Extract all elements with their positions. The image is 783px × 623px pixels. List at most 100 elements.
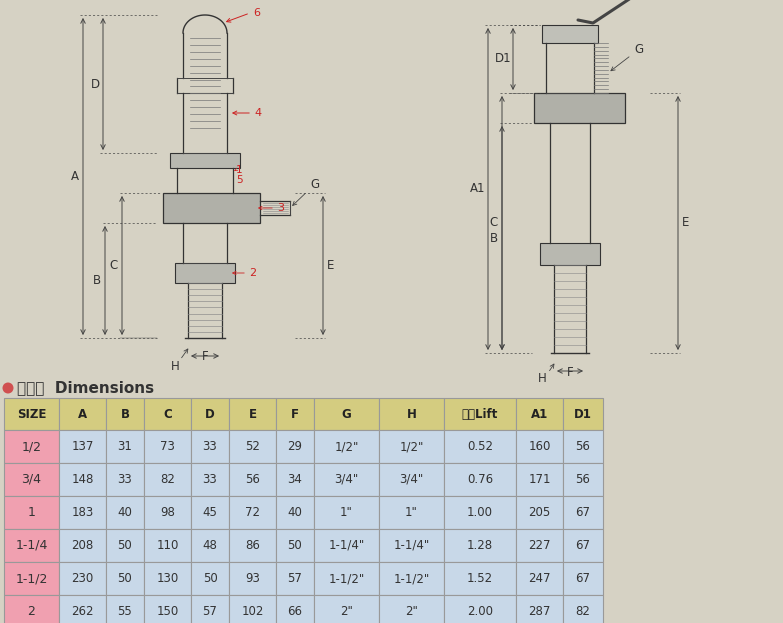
Text: 102: 102 [241, 605, 264, 618]
Bar [276, 463, 314, 496]
Bar [144, 463, 191, 496]
Bar [314, 529, 379, 562]
Text: 50: 50 [203, 572, 218, 585]
Bar [276, 430, 314, 463]
Bar [563, 398, 603, 430]
Text: 33: 33 [203, 473, 218, 486]
Bar [191, 562, 229, 595]
Text: 205: 205 [529, 506, 550, 519]
Bar [516, 562, 563, 595]
Bar [4, 595, 59, 623]
Text: 2": 2" [340, 605, 353, 618]
Text: 1-1/4: 1-1/4 [16, 539, 48, 552]
Text: 33: 33 [203, 440, 218, 453]
Text: 31: 31 [117, 440, 132, 453]
Text: 2: 2 [249, 268, 256, 278]
Text: 48: 48 [203, 539, 218, 552]
Bar [4, 562, 59, 595]
Text: 50: 50 [117, 572, 132, 585]
FancyBboxPatch shape [163, 193, 260, 223]
Text: D: D [91, 77, 99, 90]
Text: 56: 56 [576, 440, 590, 453]
Text: 208: 208 [71, 539, 94, 552]
Bar [276, 595, 314, 623]
Text: 2": 2" [405, 605, 418, 618]
Text: 1/2: 1/2 [21, 440, 41, 453]
Text: 98: 98 [160, 506, 175, 519]
Text: 1/2": 1/2" [399, 440, 424, 453]
Bar [379, 595, 444, 623]
FancyBboxPatch shape [170, 153, 240, 168]
Text: F: F [567, 366, 573, 379]
Text: 1": 1" [340, 506, 353, 519]
Text: 110: 110 [157, 539, 179, 552]
Text: 52: 52 [245, 440, 260, 453]
Bar [229, 398, 276, 430]
Bar [191, 496, 229, 529]
Text: C: C [163, 407, 172, 421]
Text: 5: 5 [236, 175, 243, 185]
Bar [191, 430, 229, 463]
Text: D1: D1 [574, 407, 592, 421]
Text: 40: 40 [287, 506, 302, 519]
Bar [4, 496, 59, 529]
Bar [144, 595, 191, 623]
Text: 137: 137 [71, 440, 94, 453]
Bar [563, 463, 603, 496]
Text: 1-1/2: 1-1/2 [16, 572, 48, 585]
Bar [229, 430, 276, 463]
Text: 130: 130 [157, 572, 179, 585]
Text: B: B [490, 232, 498, 244]
Text: 86: 86 [245, 539, 260, 552]
Bar [314, 463, 379, 496]
Text: 1: 1 [27, 506, 35, 519]
Bar [191, 529, 229, 562]
Text: 1-1/4": 1-1/4" [393, 539, 430, 552]
Text: D1: D1 [495, 52, 511, 65]
Bar [314, 496, 379, 529]
Bar [106, 496, 144, 529]
Text: 2.00: 2.00 [467, 605, 493, 618]
Bar [106, 463, 144, 496]
Text: 148: 148 [71, 473, 94, 486]
Bar [4, 529, 59, 562]
Text: 160: 160 [529, 440, 550, 453]
Text: 227: 227 [529, 539, 550, 552]
Text: E: E [682, 217, 690, 229]
Bar [516, 529, 563, 562]
Text: 73: 73 [160, 440, 175, 453]
FancyBboxPatch shape [542, 25, 598, 43]
Bar [191, 595, 229, 623]
Text: 183: 183 [71, 506, 94, 519]
Circle shape [2, 383, 13, 394]
Bar [276, 398, 314, 430]
Bar [314, 595, 379, 623]
Bar [563, 430, 603, 463]
Text: 1: 1 [236, 165, 243, 175]
Text: H: H [171, 359, 179, 373]
Bar [229, 463, 276, 496]
Text: 247: 247 [529, 572, 550, 585]
Bar [314, 562, 379, 595]
Text: E: E [248, 407, 257, 421]
Text: H: H [538, 371, 547, 384]
Bar [379, 529, 444, 562]
Text: 171: 171 [529, 473, 550, 486]
Text: 33: 33 [117, 473, 132, 486]
Bar [444, 430, 516, 463]
Bar [516, 398, 563, 430]
Bar [314, 430, 379, 463]
Bar [444, 463, 516, 496]
Bar [276, 529, 314, 562]
Text: 230: 230 [71, 572, 94, 585]
Text: 67: 67 [576, 572, 590, 585]
Text: D: D [205, 407, 215, 421]
Bar [106, 430, 144, 463]
Bar [106, 398, 144, 430]
Text: 1-1/4": 1-1/4" [328, 539, 365, 552]
Text: 34: 34 [287, 473, 302, 486]
Text: 50: 50 [287, 539, 302, 552]
Bar [106, 529, 144, 562]
Bar [516, 496, 563, 529]
Bar [4, 463, 59, 496]
